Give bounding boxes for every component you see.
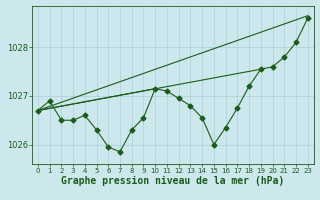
X-axis label: Graphe pression niveau de la mer (hPa): Graphe pression niveau de la mer (hPa) <box>61 176 284 186</box>
